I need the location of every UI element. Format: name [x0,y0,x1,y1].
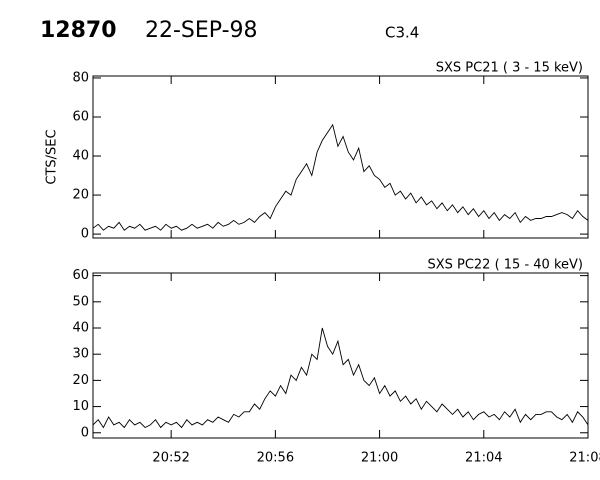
panel-title: SXS PC22 ( 15 - 40 keV) [427,258,583,273]
y-tick-label: 10 [72,399,89,414]
x-tick-label: 21:04 [465,451,502,466]
y-tick-label: 0 [81,425,89,440]
x-tick-label: 20:52 [152,451,189,466]
y-tick-label: 30 [72,347,89,362]
y-tick-label: 40 [72,149,89,164]
x-tick-label: 20:56 [257,451,294,466]
y-tick-label: 60 [72,268,89,283]
y-tick-label: 50 [72,294,89,309]
panel-title: SXS PC21 ( 3 - 15 keV) [436,61,583,76]
data-line [92,327,589,429]
y-axis-label: CTS/SEC [45,129,60,184]
x-tick-label: 21:08 [569,451,600,466]
y-tick-label: 80 [72,70,89,85]
x-tick-label: 21:00 [361,451,398,466]
y-tick-label: 20 [72,188,89,203]
y-tick-label: 0 [81,227,89,242]
event-date: 22-SEP-98 [145,18,258,43]
y-tick-label: 60 [72,109,89,124]
flare-class: C3.4 [385,24,419,42]
event-id: 12870 [40,18,117,43]
plot-frame [92,272,589,439]
plot-frame [92,75,589,239]
data-line [92,123,589,231]
y-tick-label: 20 [72,373,89,388]
y-tick-label: 40 [72,321,89,336]
